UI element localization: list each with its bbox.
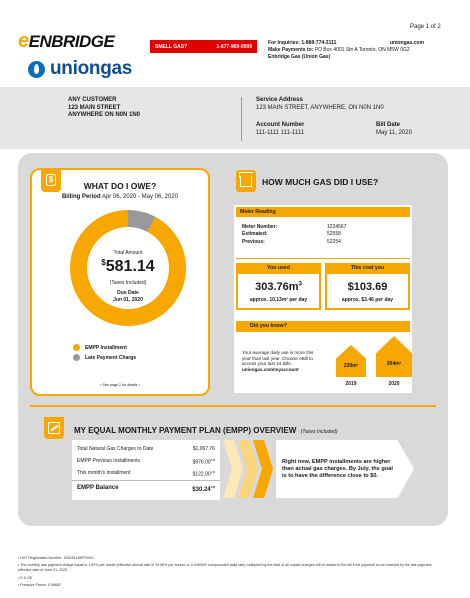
empp-message-arrow xyxy=(276,440,414,498)
did-you-know-text: Your average daily use is more this year… xyxy=(242,350,314,372)
year-2020: 2020 xyxy=(388,381,400,387)
donut-center xyxy=(87,227,169,309)
legend-late-swatch xyxy=(73,354,80,361)
usage-per-day: approx. 10.13m³ per day xyxy=(249,297,308,303)
enbridge-logo: eENBRIDGE xyxy=(18,30,115,52)
empp-message: Right now, EMPP installments are higher … xyxy=(282,459,393,479)
contact-info: For Inquiries: 1-888-774-3111 Make Payme… xyxy=(268,40,410,61)
year-2019: 2019 xyxy=(345,381,357,387)
divider xyxy=(241,97,242,141)
table-row: EMPP Balance $30.24CR xyxy=(77,485,215,493)
due-date: Due Date Jun 01, 2020 xyxy=(113,290,143,303)
usage-box xyxy=(236,274,321,310)
meter-values: 1234567 52558 52254 xyxy=(327,224,347,245)
empp-table: Total Natural Gas Charges to Date $1,067.… xyxy=(72,440,220,500)
table-row: Total Natural Gas Charges to Date $1,067.… xyxy=(77,446,215,452)
gas-title: HOW MUCH GAS DID I USE? xyxy=(262,177,379,187)
you-used-bar: You used xyxy=(236,263,321,274)
cost-box xyxy=(325,274,410,310)
meter-labels: Meter Number: Estimated: Previous: xyxy=(242,224,278,245)
legend-empp: EMPP Installment xyxy=(85,345,127,351)
total-amount-label: Total Amount xyxy=(113,250,143,256)
footnote: • HST Registration Number: 105035145RT00… xyxy=(18,556,95,560)
footnote: • E & OE xyxy=(18,576,33,580)
account-number: Account Number 111-1111 111-1111 xyxy=(256,122,305,136)
service-address: Service Address 123 MAIN STREET, ANYWHER… xyxy=(256,97,384,111)
meter-reading-bar: Meter Reading xyxy=(236,207,410,217)
billing-period: Billing Period Apr 06, 2020 - May 06, 20… xyxy=(61,194,179,200)
taxes-note: (Taxes Included) xyxy=(109,280,147,286)
usage-value: 303.76m3 xyxy=(255,281,302,293)
usage-2019: 230m³ xyxy=(343,363,359,369)
cost-per-day: approx. $3.46 per day xyxy=(341,297,394,303)
uniongas-logo: uniongas xyxy=(28,58,132,80)
owe-title: WHAT DO I OWE? xyxy=(83,181,157,191)
did-you-know-bar: Did you know? xyxy=(236,321,410,332)
total-amount: $581.14 xyxy=(101,258,155,275)
see-page-note: • See page 2 for details • xyxy=(100,383,140,387)
page-number: Page 1 of 2 xyxy=(410,24,441,30)
chart-icon xyxy=(44,417,64,439)
table-row: EMPP Previous Installments $976.00CR xyxy=(77,458,215,466)
footnote: • The monthly late payment charge equal … xyxy=(18,563,432,572)
arrow-chevron xyxy=(223,440,243,498)
dollar-icon: $ xyxy=(41,170,61,192)
bill-date: Bill Date May 11, 2020 xyxy=(376,122,412,136)
arrow-chevron xyxy=(253,440,273,498)
this-cost-bar: This cost you xyxy=(325,263,410,274)
customer-address: ANY CUSTOMER 123 MAIN STREET ANYWHERE ON… xyxy=(68,97,141,118)
arrow-chevron xyxy=(238,440,258,498)
divider xyxy=(236,258,410,259)
house-icon xyxy=(236,170,256,192)
legend-late: Late Payment Charge xyxy=(85,355,137,361)
website-link[interactable]: uniongas.com xyxy=(390,40,424,46)
empp-title: MY EQUAL MONTHLY PAYMENT PLAN (EMPP) OVE… xyxy=(74,426,297,435)
flame-icon xyxy=(28,60,45,78)
cost-value: $103.69 xyxy=(347,281,388,293)
usage-2020: 304m³ xyxy=(386,361,402,367)
smell-gas-banner: SMELL GAS? 1-877-969-0999 xyxy=(150,40,257,53)
empp-title-line: MY EQUAL MONTHLY PAYMENT PLAN (EMPP) OVE… xyxy=(74,420,338,438)
empp-tax-note: (Taxes Included) xyxy=(300,429,338,435)
legend-empp-swatch xyxy=(73,344,80,351)
footnote: • Pressure Factor: 0.99882 xyxy=(18,583,61,587)
divider xyxy=(30,405,436,407)
account-band xyxy=(0,87,470,149)
table-row: This month's installment $122.00CR xyxy=(77,470,215,478)
